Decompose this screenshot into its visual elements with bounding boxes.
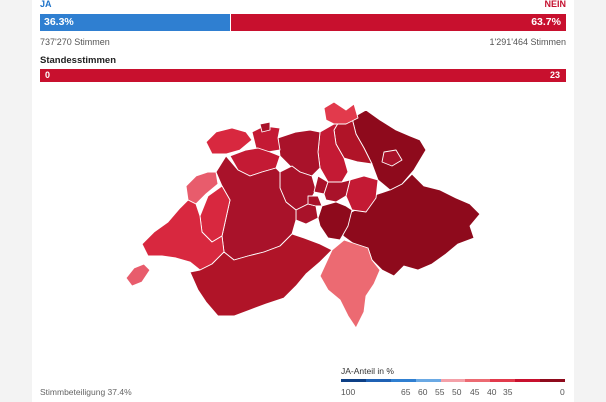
legend-tick-label: 35 <box>503 387 513 397</box>
legend-color-scale <box>341 379 566 382</box>
standesstimmen-nein: 23 <box>549 70 560 80</box>
vote-counts: 737'270 Stimmen 1'291'464 Stimmen <box>40 37 566 49</box>
legend-swatch <box>465 379 491 382</box>
canton-ge[interactable] <box>125 263 151 287</box>
result-bar: 36.3% 63.7% <box>40 14 566 31</box>
legend-swatch <box>415 379 441 382</box>
canton-ai[interactable] <box>381 149 403 167</box>
legend-tick-label: 45 <box>470 387 480 397</box>
nein-label: NEIN <box>544 0 566 9</box>
turnout-text: Stimmbeteiligung 37.4% <box>40 387 132 397</box>
result-labels: JA NEIN <box>40 0 566 11</box>
canton-ti[interactable] <box>319 239 381 329</box>
ja-percent: 36.3% <box>44 16 74 28</box>
nein-votes: 1'291'464 Stimmen <box>489 37 566 47</box>
canton-sz[interactable] <box>323 179 351 203</box>
nein-percent: 63.7% <box>531 16 561 28</box>
legend-tick-label: 40 <box>487 387 497 397</box>
nein-bar-segment: 63.7% <box>230 14 566 31</box>
legend-swatch <box>540 379 566 382</box>
canton-ag[interactable] <box>277 129 321 177</box>
legend-swatch <box>440 379 466 382</box>
canton-gl[interactable] <box>345 175 379 213</box>
legend-ticks: 100 65 60 55 50 45 40 35 0 <box>341 387 565 398</box>
standesstimmen-title: Standesstimmen <box>40 55 117 66</box>
legend-tick-label: 65 <box>401 387 411 397</box>
canton-vd[interactable] <box>141 199 225 271</box>
legend-swatch <box>490 379 516 382</box>
canton-ju[interactable] <box>205 127 253 155</box>
canton-sh[interactable] <box>323 101 359 125</box>
legend-tick-label: 55 <box>435 387 445 397</box>
legend-tick-label: 50 <box>452 387 462 397</box>
legend-tick-label: 100 <box>341 387 356 397</box>
legend-title: JA-Anteil in % <box>341 366 394 376</box>
legend-swatch <box>365 379 391 382</box>
legend-swatch <box>390 379 416 382</box>
legend-tick-label: 60 <box>418 387 428 397</box>
ja-votes: 737'270 Stimmen <box>40 37 110 47</box>
canton-bs[interactable] <box>259 121 271 133</box>
standesstimmen-bar: 0 23 <box>40 69 566 82</box>
legend-swatch <box>515 379 541 382</box>
legend-tick-label: 0 <box>560 387 565 397</box>
ja-label: JA <box>40 0 52 9</box>
canton-nw[interactable] <box>307 195 323 207</box>
ja-bar-segment: 36.3% <box>40 14 231 31</box>
standesstimmen-ja: 0 <box>45 70 51 80</box>
legend-swatch <box>341 379 366 382</box>
canton-ur[interactable] <box>317 201 353 241</box>
